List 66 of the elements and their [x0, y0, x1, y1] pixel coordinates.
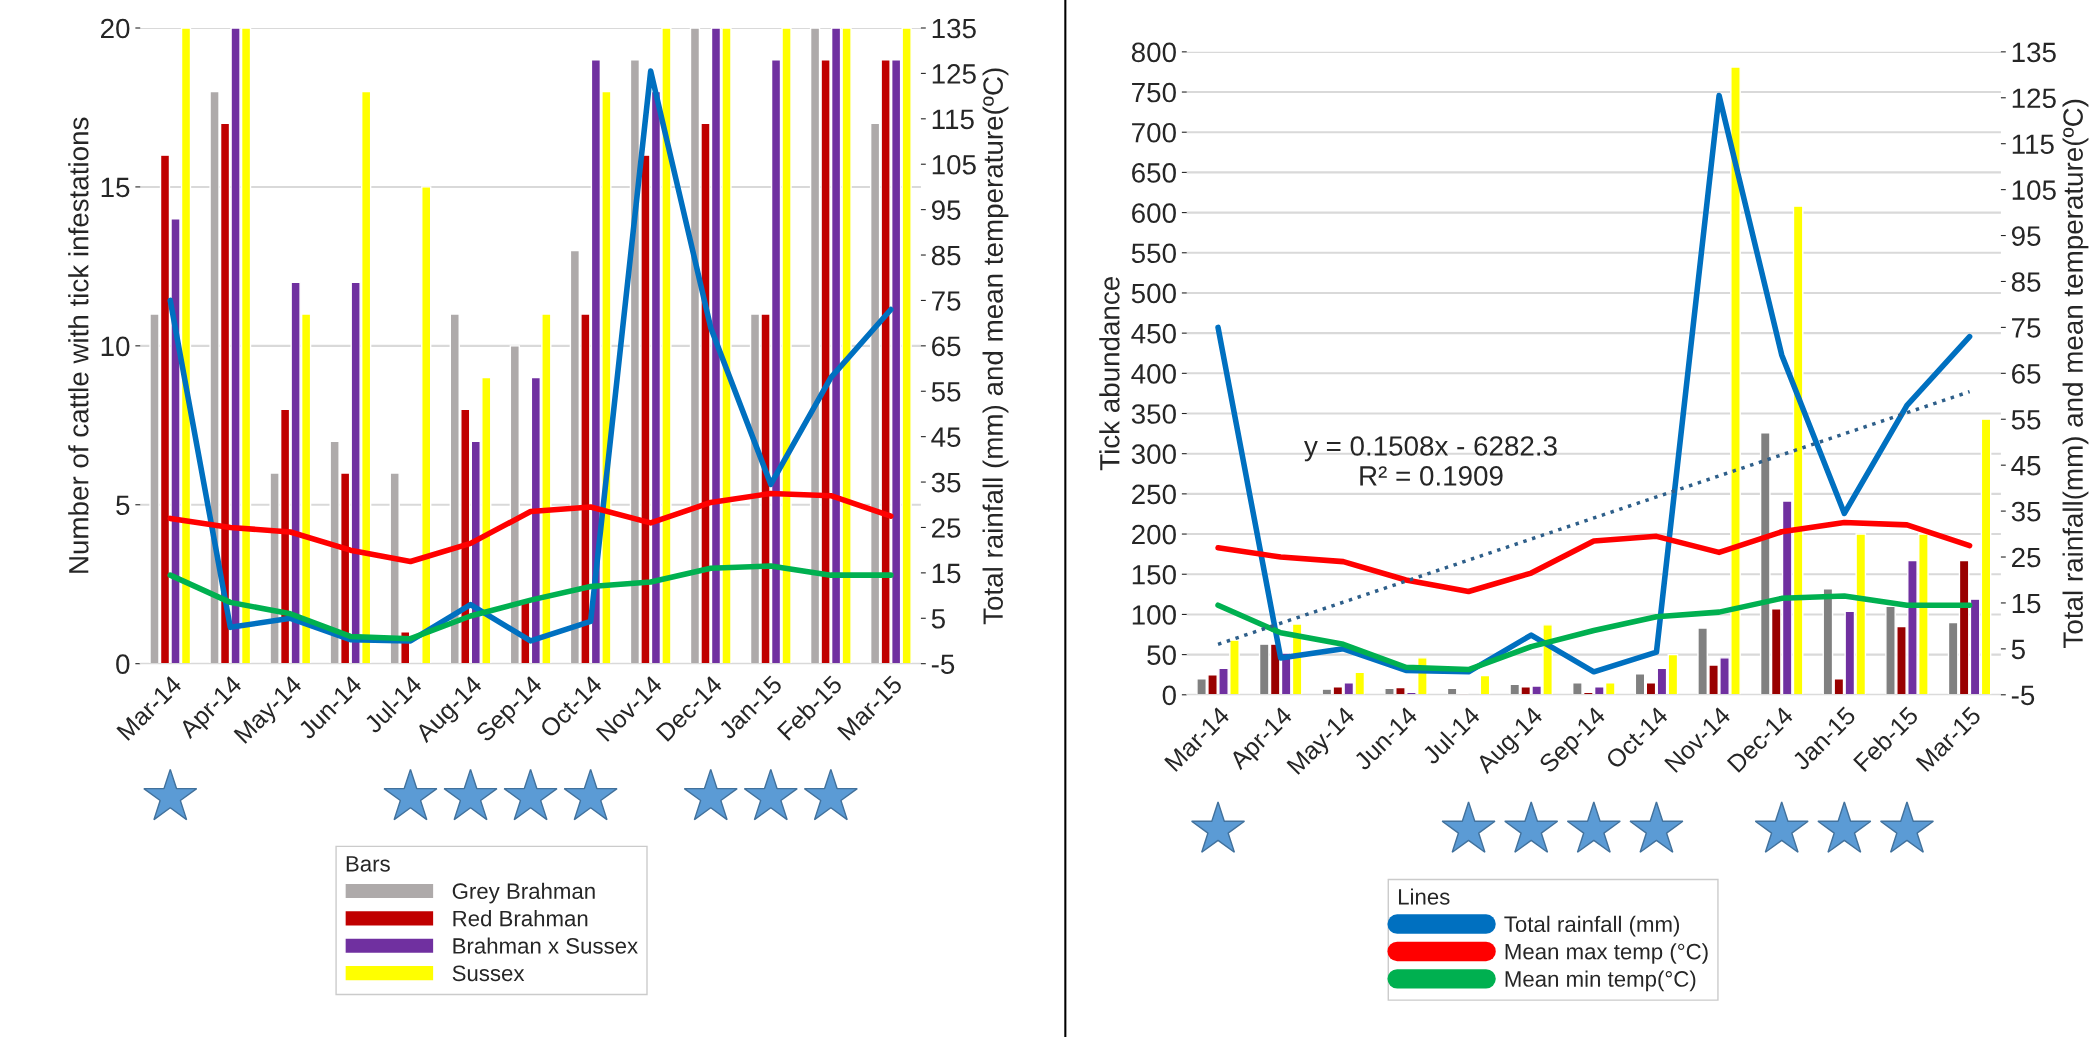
- y2-tick-label: 35: [2011, 501, 2041, 522]
- y-axis-title: Tick abundance: [1099, 277, 1120, 471]
- y2-tick-label: 65: [932, 336, 961, 357]
- y-tick-label: 800: [1131, 42, 1176, 63]
- y2-tick-label: 85: [931, 245, 961, 266]
- y-tick-label: 650: [1132, 163, 1176, 183]
- y2-tick-label: 115: [932, 109, 974, 130]
- y2-tick-label: 45: [2011, 456, 2041, 476]
- y-tick-label: 20: [101, 18, 130, 39]
- y-tick-label: 400: [1131, 363, 1176, 384]
- legend-label: Red Brahman: [453, 910, 588, 927]
- y2-tick-label: 5: [931, 609, 945, 629]
- y2-tick-label: 25: [932, 518, 961, 538]
- y-tick-label: 0: [116, 654, 130, 675]
- y2-tick-label: 25: [2012, 547, 2041, 568]
- legend-title: Lines: [1398, 888, 1450, 905]
- y2-tick-label: 105: [2012, 180, 2056, 200]
- y2-tick-label: -5: [2011, 685, 2035, 706]
- y2-tick-label: 65: [2012, 363, 2041, 384]
- y2-tick-label: 15: [932, 563, 961, 584]
- legend-label: Grey Brahman: [452, 882, 595, 904]
- y2-axis-title: Total rainfall (mm) and mean temperature(ºC): [982, 68, 1009, 625]
- y-tick-label: 100: [1132, 605, 1176, 625]
- y-tick-label: 200: [1132, 524, 1176, 545]
- y2-tick-label: 85: [2011, 272, 2041, 292]
- y-tick-label: 10: [101, 336, 130, 357]
- legend-label: Sussex: [452, 965, 525, 982]
- y2-tick-label: 135: [2012, 42, 2056, 63]
- legend-label: Mean min temp(°C): [1505, 970, 1696, 992]
- y-tick-label: 15: [101, 177, 130, 198]
- y-tick-label: 700: [1132, 122, 1176, 143]
- y-tick-label: 0: [1162, 685, 1176, 706]
- y2-axis-title: Total rainfall(mm) and mean temperature(ºC): [2062, 99, 2089, 648]
- y2-tick-label: 105: [932, 154, 976, 175]
- y2-tick-label: -5: [931, 654, 955, 675]
- y2-tick-label: 95: [2011, 226, 2041, 246]
- y2-tick-label: 75: [2012, 318, 2041, 338]
- y2-tick-label: 125: [932, 64, 976, 84]
- y2-tick-label: 55: [931, 382, 961, 402]
- y2-tick-label: 45: [931, 427, 961, 447]
- y2-tick-label: 75: [932, 291, 961, 311]
- y-tick-label: 50: [1147, 645, 1176, 665]
- y2-tick-label: 115: [2012, 134, 2054, 155]
- y-axis-title: Number of cattle with tick infestations: [68, 117, 89, 573]
- y2-tick-label: 125: [2012, 88, 2056, 109]
- annotation: y = 0.1508x - 6282.3 R² = 0.1909: [1304, 436, 1557, 486]
- y-tick-label: 250: [1132, 484, 1176, 505]
- y-tick-label: 450: [1131, 323, 1176, 344]
- y2-tick-label: 15: [2012, 593, 2041, 614]
- legend-title: Bars: [346, 856, 390, 872]
- y2-tick-label: 95: [931, 200, 961, 220]
- y-tick-label: 600: [1132, 203, 1176, 223]
- legend-label: Mean max temp (°C): [1505, 943, 1708, 964]
- y-tick-label: 300: [1131, 444, 1176, 465]
- y-tick-label: 150: [1132, 564, 1176, 585]
- y-tick-label: 350: [1131, 404, 1176, 424]
- y-tick-label: 5: [116, 495, 130, 516]
- legend-label: Total rainfall (mm): [1504, 915, 1680, 937]
- y2-tick-label: 5: [2011, 639, 2025, 660]
- y2-tick-label: 35: [931, 472, 961, 493]
- y2-tick-label: 55: [2011, 410, 2041, 430]
- y2-tick-label: 135: [932, 18, 976, 39]
- y-tick-label: 750: [1132, 82, 1176, 103]
- y-tick-label: 500: [1131, 283, 1176, 304]
- legend-label: Brahman x Sussex: [453, 937, 638, 954]
- y-tick-label: 550: [1131, 243, 1176, 264]
